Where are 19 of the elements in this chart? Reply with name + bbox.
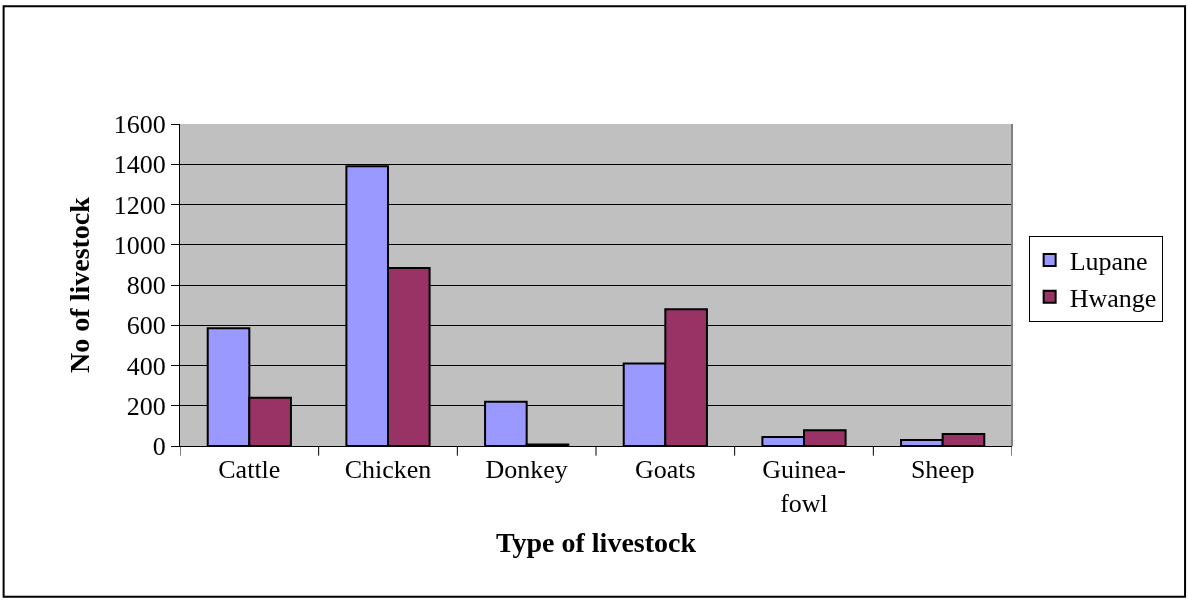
y-tick-label: 800	[126, 271, 166, 301]
x-tick-label: Cattle	[218, 455, 281, 485]
y-tick-label: 1000	[113, 230, 166, 260]
y-tick-label: 600	[126, 311, 166, 341]
y-axis-title: No of livestock	[64, 196, 96, 373]
x-tick-label: Goats	[634, 455, 696, 485]
x-tick-label: Guinea-fowl	[762, 455, 846, 518]
y-tick-label: 400	[126, 351, 166, 381]
x-axis-title: Type of livestock	[495, 527, 697, 559]
legend-label: Lupane	[1069, 247, 1148, 277]
x-tick-label: Chicken	[344, 455, 432, 485]
y-tick-label: 0	[152, 432, 166, 462]
x-tick-label: Sheep	[910, 455, 975, 485]
x-tick-label: Donkey	[485, 455, 568, 485]
y-tick-label: 1600	[113, 110, 166, 140]
y-tick-label: 1200	[113, 190, 166, 220]
y-tick-label: 1400	[113, 150, 166, 180]
y-tick-label: 200	[126, 391, 166, 421]
legend-label: Hwange	[1069, 283, 1157, 313]
